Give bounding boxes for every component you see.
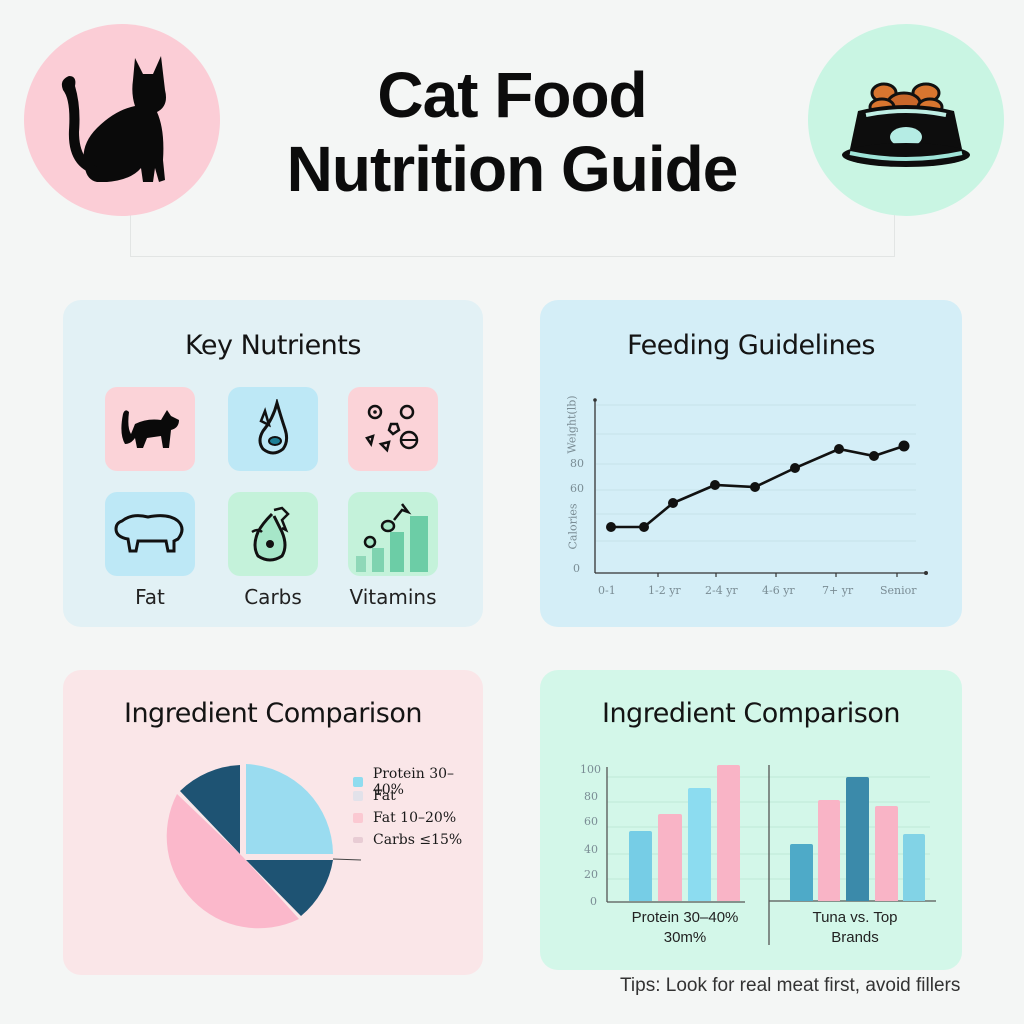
cat-icon [121,410,179,448]
legend-item-carbs: Carbs ≤15% [353,832,462,848]
nutrient-label-fat: Fat [135,585,165,609]
legend-item-fat-range: Fat 10–20% [353,810,456,826]
bar-left-1[interactable] [629,831,652,901]
bar-y-tick-100: 100 [580,763,601,776]
legend-item-protein: Protein 30–40% [353,766,483,798]
x-tick-3: 4-6 yr [762,584,795,597]
nutrient-tile-protein[interactable] [105,387,195,471]
x-tick-4: 7+ yr [822,584,854,597]
vitamins-chart-icon [356,503,428,572]
y-label-bottom: Calories [566,503,580,550]
x-tick-5: Senior [880,584,917,597]
ingredient-pie-chart [166,764,362,929]
ingredient-bar-title: Ingredient Comparison [601,698,901,729]
cat-silhouette-icon [61,56,166,182]
key-nutrients-title: Key Nutrients [185,330,361,361]
ingredient-bar-panel: Ingredient Comparison 100 80 60 40 20 0 … [540,670,962,970]
feeding-guidelines-title: Feeding Guidelines [627,330,875,361]
minerals-icon [365,404,419,453]
nutrient-tile-carbs[interactable] [228,492,318,576]
legend-swatch [353,837,363,843]
carbs-sack-icon [251,506,290,562]
bar-left-2[interactable] [658,814,682,901]
y-label-top: Weight(lb) [565,395,579,454]
bar-left-4[interactable] [717,765,740,901]
bar-y-tick-40: 40 [584,843,598,856]
cat-badge [24,24,220,216]
bar-group-right-label: Tuna vs. Top Brands [812,909,898,946]
food-bowl-icon [842,82,970,167]
bar-left-3[interactable] [688,788,711,901]
nutrient-tile-water[interactable] [228,387,318,471]
bar-group-left-label: Protein 30–40% 30m% [631,909,739,946]
bar-right-5[interactable] [903,834,925,901]
nutrient-label-vitamins: Vitamins [349,585,437,609]
bar-y-tick-60: 60 [584,815,598,828]
feeding-line-chart [593,398,928,577]
legend-swatch [353,813,363,823]
footer-tip: Tips: Look for real meat first, avoid fi… [620,975,961,996]
bar-right-2[interactable] [818,800,840,901]
ingredient-pie-panel: Ingredient Comparison Protein 30–40% Fat… [63,670,483,975]
nutrient-tile-minerals[interactable] [348,387,438,471]
bar-y-tick-20: 20 [584,868,598,881]
bar-right-1[interactable] [790,844,813,901]
x-tick-2: 2-4 yr [705,584,738,597]
nutrient-tile-fat[interactable] [105,492,195,576]
x-tick-0: 0-1 [598,584,616,597]
legend-swatch [353,791,363,801]
legend-item-fat: Fat [353,788,396,804]
ingredient-pie-title: Ingredient Comparison [123,698,423,729]
key-nutrients-panel: Key Nutrients Fat [63,300,483,627]
bowl-badge [808,24,1004,216]
bar-y-tick-0: 0 [590,895,597,908]
y-tick-0: 0 [573,562,580,575]
water-drop-icon [258,399,289,455]
feeding-guidelines-panel: Feeding Guidelines [540,300,962,627]
fat-animal-icon [114,514,184,553]
bar-y-tick-80: 80 [584,790,598,803]
page-title: Cat Food Nutrition Guide [286,59,739,205]
bar-right-3[interactable] [846,777,869,901]
nutrient-tile-vitamins[interactable] [348,492,438,576]
bar-right-4[interactable] [875,806,898,901]
nutrient-label-carbs: Carbs [244,585,302,609]
x-tick-1: 1-2 yr [648,584,681,597]
legend-swatch [353,777,363,787]
